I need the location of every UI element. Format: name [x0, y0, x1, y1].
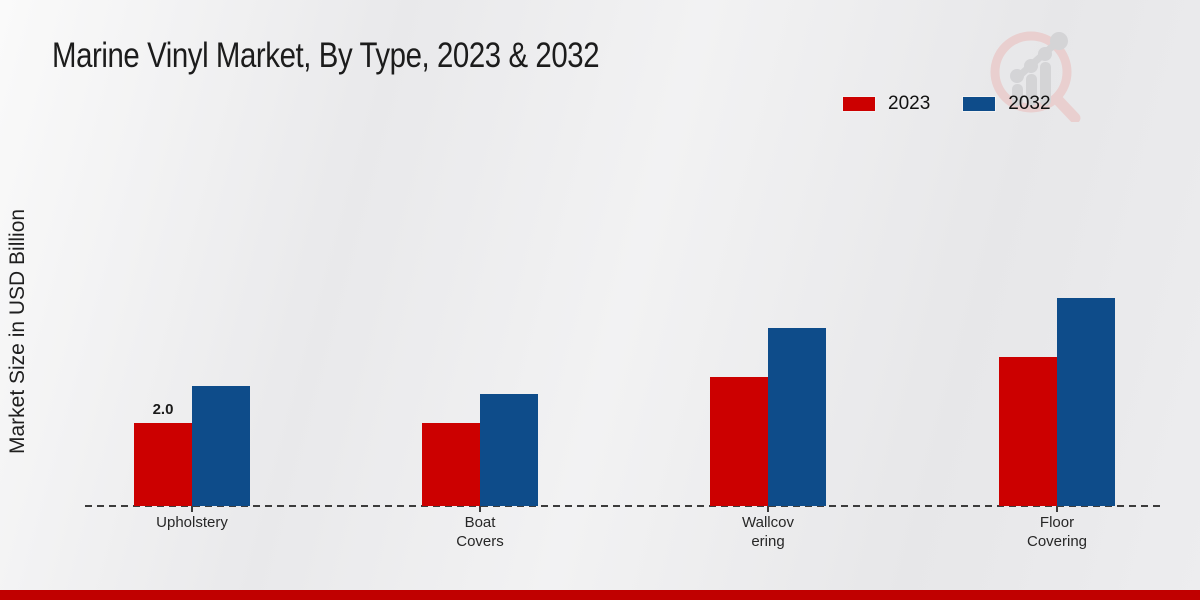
- bar-2032-wallcovering: [768, 328, 826, 506]
- x-axis-dashed-line: [85, 505, 1163, 507]
- legend-label-2032: 2032: [1008, 93, 1051, 114]
- bar-2032-boat-covers: [480, 394, 538, 506]
- category-label: Upholstery: [156, 514, 228, 531]
- x-axis-tick: [1056, 506, 1058, 512]
- legend-label-2023: 2023: [888, 93, 931, 114]
- bar-2023-floor-covering: [999, 357, 1057, 506]
- footer-red-strip: [0, 590, 1200, 600]
- category-label: Boat Covers: [456, 514, 504, 550]
- bar-2032-upholstery: [192, 386, 250, 506]
- magnifier-bar-chart-icon: [990, 31, 1081, 122]
- legend-item-2032: 2032: [962, 93, 1051, 115]
- x-axis-tick: [767, 506, 769, 512]
- bar-2023-boat-covers: [422, 423, 480, 506]
- category-label: Floor Covering: [1026, 514, 1088, 550]
- legend-swatch-2032-icon: [962, 96, 997, 112]
- y-axis-label: Market Size in USD Billion: [6, 208, 29, 454]
- legend-item-2023: 2023: [842, 93, 930, 115]
- legend-swatch-2023-icon: [842, 96, 876, 112]
- category-label: Wallcov ering: [742, 514, 794, 550]
- bar-value-label: 2.0: [152, 401, 174, 418]
- chart-title: Marine Vinyl Market, By Type, 2023 & 203…: [52, 36, 600, 75]
- x-axis-tick: [191, 506, 193, 512]
- bar-2023-upholstery: [134, 423, 192, 506]
- x-axis-tick: [479, 506, 481, 512]
- legend: 2023 2032: [842, 93, 1051, 115]
- bar-2032-floor-covering: [1057, 298, 1115, 506]
- bar-2023-wallcovering: [710, 377, 768, 506]
